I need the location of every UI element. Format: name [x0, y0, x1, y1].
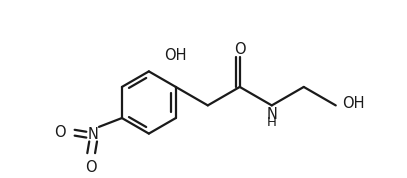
Text: O: O [85, 160, 97, 175]
Text: OH: OH [164, 48, 187, 63]
Text: H: H [267, 116, 277, 129]
Text: N: N [88, 127, 98, 142]
Text: O: O [234, 42, 245, 57]
Text: O: O [54, 125, 66, 140]
Text: N: N [266, 107, 277, 122]
Text: OH: OH [342, 96, 365, 111]
